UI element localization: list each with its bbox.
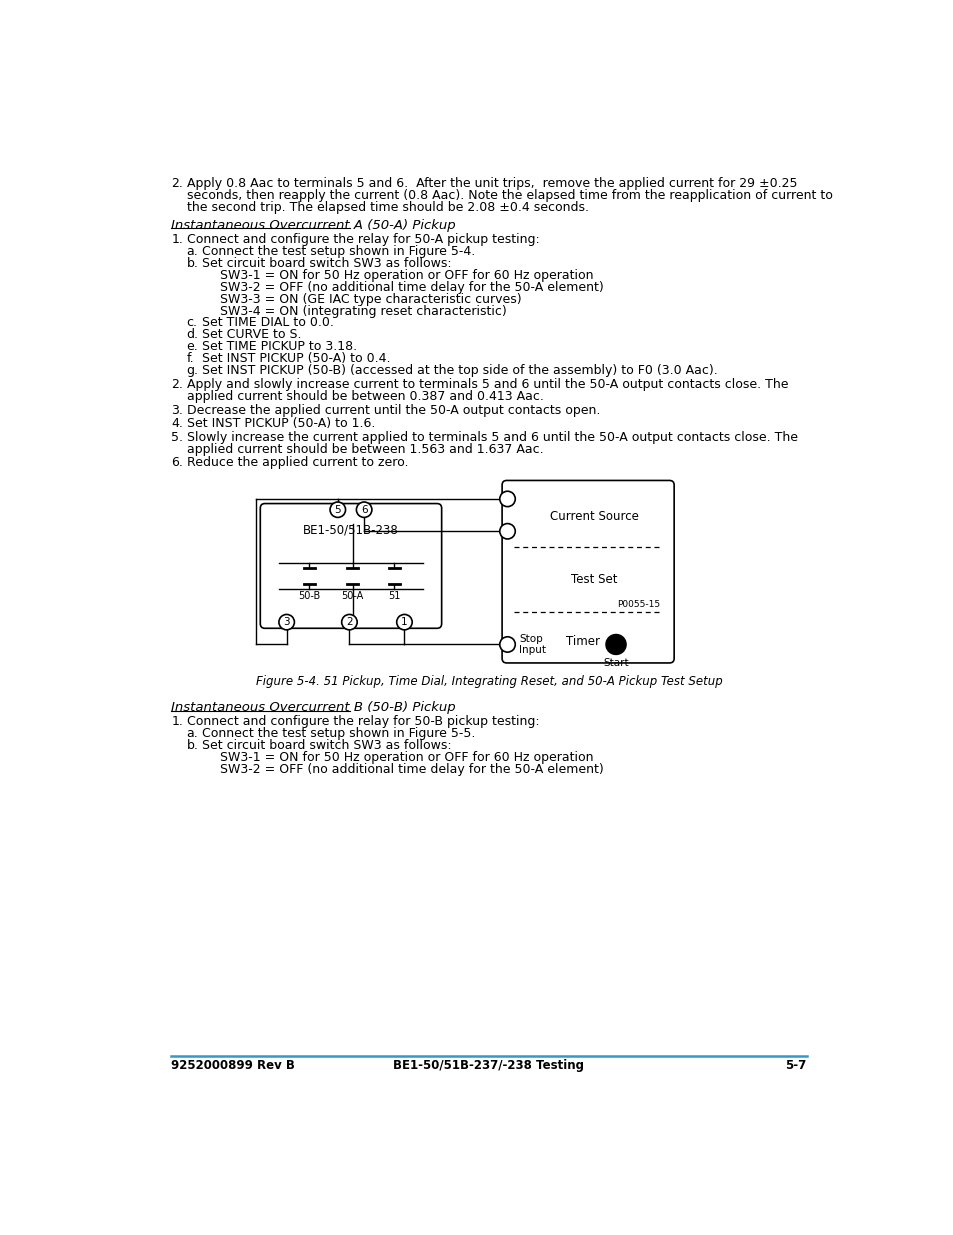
Text: seconds, then reapply the current (0.8 Aac). Note the elapsed time from the reap: seconds, then reapply the current (0.8 A… (187, 189, 832, 203)
Text: the second trip. The elapsed time should be 2.08 ±0.4 seconds.: the second trip. The elapsed time should… (187, 201, 588, 215)
Text: 1.: 1. (171, 233, 183, 246)
Text: Current Source: Current Source (549, 510, 639, 522)
Text: Set circuit board switch SW3 as follows:: Set circuit board switch SW3 as follows: (202, 740, 452, 752)
Text: Set INST PICKUP (50-B) (accessed at the top side of the assembly) to F0 (3.0 Aac: Set INST PICKUP (50-B) (accessed at the … (202, 364, 718, 377)
Text: 6: 6 (360, 505, 367, 515)
Text: 3.: 3. (171, 404, 183, 417)
Circle shape (330, 501, 345, 517)
Text: Connect and configure the relay for 50-A pickup testing:: Connect and configure the relay for 50-A… (187, 233, 538, 246)
Text: Set TIME PICKUP to 3.18.: Set TIME PICKUP to 3.18. (202, 341, 357, 353)
Text: 1.: 1. (171, 715, 183, 729)
Text: Figure 5-4. 51 Pickup, Time Dial, Integrating Reset, and 50-A Pickup Test Setup: Figure 5-4. 51 Pickup, Time Dial, Integr… (255, 676, 721, 688)
Text: 6.: 6. (171, 456, 183, 469)
Text: b.: b. (187, 257, 198, 269)
Circle shape (278, 615, 294, 630)
Text: SW3-1 = ON for 50 Hz operation or OFF for 60 Hz operation: SW3-1 = ON for 50 Hz operation or OFF fo… (220, 751, 593, 764)
Text: SW3-2 = OFF (no additional time delay for the 50-A element): SW3-2 = OFF (no additional time delay fo… (220, 280, 603, 294)
Text: 50-B: 50-B (297, 590, 320, 600)
Text: 5.: 5. (171, 431, 183, 443)
Text: c.: c. (187, 316, 197, 330)
Text: 9252000899 Rev B: 9252000899 Rev B (171, 1060, 294, 1072)
FancyBboxPatch shape (501, 480, 674, 663)
Circle shape (499, 637, 515, 652)
Text: f.: f. (187, 352, 194, 366)
Text: 3: 3 (283, 618, 290, 627)
Circle shape (341, 615, 356, 630)
Text: Stop
Input: Stop Input (518, 634, 545, 656)
Text: 2.: 2. (171, 378, 183, 391)
Text: Instantaneous Overcurrent B (50-B) Pickup: Instantaneous Overcurrent B (50-B) Picku… (171, 701, 456, 714)
Text: applied current should be between 1.563 and 1.637 Aac.: applied current should be between 1.563 … (187, 442, 542, 456)
Text: Connect the test setup shown in Figure 5-5.: Connect the test setup shown in Figure 5… (202, 727, 475, 740)
Text: BE1-50/51B-237/-238 Testing: BE1-50/51B-237/-238 Testing (393, 1060, 584, 1072)
Text: SW3-3 = ON (GE IAC type characteristic curves): SW3-3 = ON (GE IAC type characteristic c… (220, 293, 521, 305)
Text: 51: 51 (388, 590, 400, 600)
Text: Set CURVE to S.: Set CURVE to S. (202, 329, 301, 341)
Text: Apply and slowly increase current to terminals 5 and 6 until the 50-A output con: Apply and slowly increase current to ter… (187, 378, 787, 391)
Text: SW3-4 = ON (integrating reset characteristic): SW3-4 = ON (integrating reset characteri… (220, 305, 506, 317)
Text: SW3-2 = OFF (no additional time delay for the 50-A element): SW3-2 = OFF (no additional time delay fo… (220, 763, 603, 776)
Text: a.: a. (187, 245, 198, 258)
Circle shape (396, 615, 412, 630)
Text: 4.: 4. (171, 417, 183, 430)
Text: Set circuit board switch SW3 as follows:: Set circuit board switch SW3 as follows: (202, 257, 452, 269)
Text: Decrease the applied current until the 50-A output contacts open.: Decrease the applied current until the 5… (187, 404, 599, 417)
Text: e.: e. (187, 341, 198, 353)
Text: Apply 0.8 Aac to terminals 5 and 6.  After the unit trips,  remove the applied c: Apply 0.8 Aac to terminals 5 and 6. Afte… (187, 178, 797, 190)
Circle shape (499, 524, 515, 538)
Text: Start: Start (602, 657, 628, 668)
Circle shape (605, 635, 625, 655)
Text: 2: 2 (346, 618, 353, 627)
Text: Set INST PICKUP (50-A) to 0.4.: Set INST PICKUP (50-A) to 0.4. (202, 352, 391, 366)
Text: a.: a. (187, 727, 198, 740)
Text: Timer: Timer (565, 635, 599, 648)
Text: Test Set: Test Set (571, 573, 617, 585)
Text: 5: 5 (335, 505, 341, 515)
Text: Instantaneous Overcurrent A (50-A) Pickup: Instantaneous Overcurrent A (50-A) Picku… (171, 219, 456, 232)
Text: 1: 1 (400, 618, 407, 627)
Text: Connect the test setup shown in Figure 5-4.: Connect the test setup shown in Figure 5… (202, 245, 475, 258)
Text: d.: d. (187, 329, 198, 341)
Text: 50-A: 50-A (341, 590, 363, 600)
Text: applied current should be between 0.387 and 0.413 Aac.: applied current should be between 0.387 … (187, 390, 543, 404)
Circle shape (499, 492, 515, 506)
Text: BE1-50/51B-238: BE1-50/51B-238 (303, 524, 398, 536)
Text: g.: g. (187, 364, 198, 377)
Text: 5-7: 5-7 (784, 1060, 806, 1072)
Text: SW3-1 = ON for 50 Hz operation or OFF for 60 Hz operation: SW3-1 = ON for 50 Hz operation or OFF fo… (220, 269, 593, 282)
Text: Set INST PICKUP (50-A) to 1.6.: Set INST PICKUP (50-A) to 1.6. (187, 417, 375, 430)
Text: 2.: 2. (171, 177, 183, 190)
Text: Slowly increase the current applied to terminals 5 and 6 until the 50-A output c: Slowly increase the current applied to t… (187, 431, 797, 443)
Text: Connect and configure the relay for 50-B pickup testing:: Connect and configure the relay for 50-B… (187, 715, 538, 729)
Text: b.: b. (187, 740, 198, 752)
Circle shape (356, 501, 372, 517)
Text: P0055-15: P0055-15 (617, 600, 659, 609)
Text: Set TIME DIAL to 0.0.: Set TIME DIAL to 0.0. (202, 316, 334, 330)
Text: Reduce the applied current to zero.: Reduce the applied current to zero. (187, 456, 408, 469)
FancyBboxPatch shape (260, 504, 441, 629)
